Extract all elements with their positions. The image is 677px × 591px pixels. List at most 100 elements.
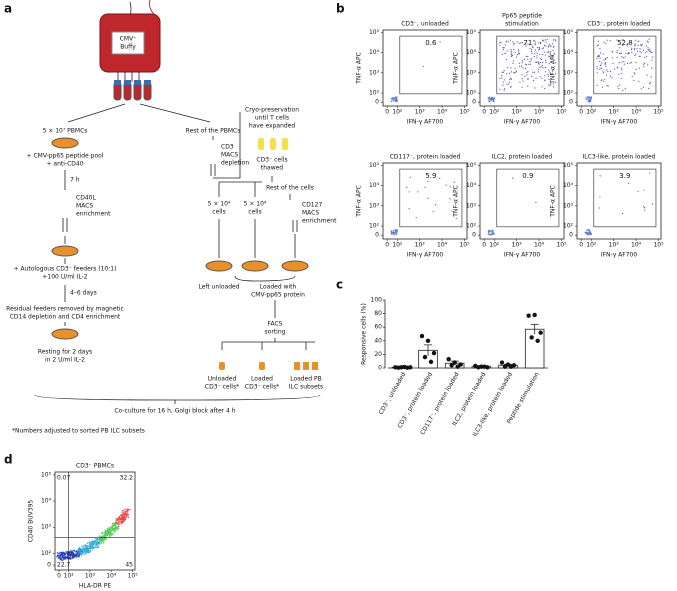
event-dot: [112, 534, 114, 536]
event-dot: [526, 74, 528, 76]
event-dot: [122, 518, 124, 520]
event-dot: [123, 513, 125, 515]
y-tick-label: 10⁵: [466, 162, 477, 169]
event-dot: [509, 78, 511, 80]
plot-title: CD3⁻, unloaded: [401, 21, 449, 28]
event-dot: [58, 556, 60, 558]
event-dot: [534, 87, 536, 89]
event-dot: [115, 526, 117, 528]
event-dot: [108, 528, 111, 531]
event-dot: [534, 52, 536, 55]
data-point: [422, 354, 428, 360]
event-dot: [408, 191, 410, 193]
y-tick-label: 0: [47, 562, 51, 569]
event-dot: [74, 555, 77, 557]
event-dot: [70, 557, 72, 560]
event-dot: [616, 66, 618, 68]
event-dot: [69, 551, 71, 553]
event-dot: [127, 514, 129, 516]
event-dot: [116, 527, 118, 529]
event-dot: [95, 547, 97, 549]
event-dot: [641, 45, 643, 47]
event-dot: [599, 52, 602, 54]
event-dot: [86, 547, 89, 549]
event-dot: [596, 68, 598, 70]
event-dot: [503, 88, 506, 90]
bar: [524, 328, 545, 369]
event-dot: [408, 208, 410, 210]
event-dot: [118, 519, 120, 521]
label: CMV⁺: [120, 36, 137, 43]
x-tick-label: 10³: [85, 573, 96, 580]
data-point: [508, 364, 514, 369]
event-dot: [66, 557, 68, 559]
event-dot: [639, 50, 641, 53]
label: MACS: [302, 210, 319, 217]
event-dot: [647, 64, 649, 66]
event-dot: [75, 553, 78, 555]
y-tick-label: 80: [374, 310, 382, 317]
label: Left unloaded: [198, 284, 239, 291]
event-dot: [519, 81, 521, 83]
label: thawed: [261, 165, 283, 172]
event-dot: [538, 47, 540, 49]
event-dot: [114, 530, 116, 532]
event-dot: [510, 55, 513, 57]
label: Buffy: [120, 44, 136, 51]
event-dot: [90, 547, 92, 550]
event-dot: [126, 510, 128, 512]
plot-title: Pp65 peptide: [502, 13, 542, 20]
event-dot: [511, 53, 513, 56]
event-dot: [611, 51, 613, 53]
workflow-diagram: [34, 0, 321, 404]
event-dot: [57, 554, 60, 557]
event-dot: [633, 79, 635, 81]
event-dot: [538, 68, 540, 70]
event-dot: [554, 38, 556, 40]
event-dot: [534, 43, 536, 46]
event-dot: [624, 87, 626, 89]
event-dot: [122, 521, 124, 524]
event-dot: [540, 57, 542, 60]
plot-frame: [382, 29, 468, 107]
event-dot: [552, 49, 554, 52]
y-tick-label: 10²: [563, 223, 574, 230]
event-dot: [652, 56, 654, 58]
label: ILC subsets: [289, 384, 323, 391]
event-dot: [596, 84, 598, 86]
event-dot: [599, 64, 602, 67]
event-dot: [97, 538, 99, 541]
event-dot: [113, 523, 116, 525]
event-dot: [554, 73, 557, 75]
event-dot: [627, 53, 629, 55]
event-dot: [518, 42, 520, 45]
plot-frame: [382, 162, 468, 240]
event-dot: [607, 71, 609, 73]
data-point: [526, 313, 531, 318]
event-dot: [541, 39, 544, 41]
event-dot: [506, 40, 508, 42]
event-dot: [124, 508, 127, 510]
event-dot: [633, 48, 635, 50]
event-dot: [599, 57, 601, 59]
event-dot: [634, 45, 636, 47]
quadrant-value: 0.07: [57, 475, 71, 482]
event-dot: [607, 85, 609, 87]
event-dot: [114, 524, 116, 527]
y-tick-label: 10⁴: [369, 182, 380, 189]
event-dot: [544, 39, 546, 41]
x-tick-label: 10⁴: [534, 109, 545, 116]
event-dot: [120, 523, 122, 525]
event-dot: [98, 543, 100, 546]
data-point: [538, 330, 543, 335]
gate: [496, 35, 560, 95]
event-dot: [499, 77, 501, 79]
plot-frame: [54, 471, 136, 571]
event-dot: [493, 97, 496, 99]
event-dot: [535, 201, 537, 204]
event-dot: [62, 553, 64, 555]
event-dot: [622, 89, 624, 92]
event-dot: [71, 557, 74, 560]
event-dot: [647, 41, 649, 43]
